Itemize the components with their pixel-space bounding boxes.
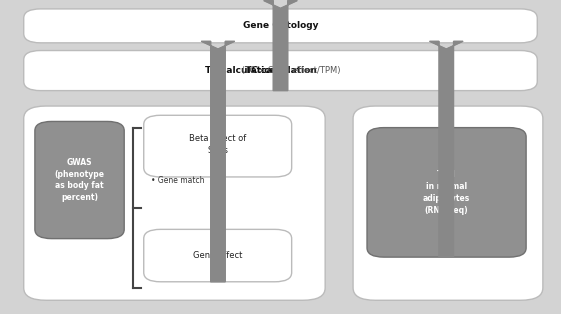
Text: Beta effect of
SNPs: Beta effect of SNPs (190, 134, 247, 155)
Polygon shape (264, 1, 297, 91)
Text: Gene Ontology: Gene Ontology (243, 21, 318, 30)
Text: • Gene match: • Gene match (151, 176, 205, 186)
FancyBboxPatch shape (24, 9, 537, 43)
Text: TPM
in normal
adipocytes
(RNA-seq): TPM in normal adipocytes (RNA-seq) (422, 170, 470, 214)
Text: Gene effect: Gene effect (194, 251, 243, 260)
Text: (TC = Gene effect/TPM): (TC = Gene effect/TPM) (205, 66, 341, 75)
FancyBboxPatch shape (353, 106, 543, 300)
Polygon shape (430, 41, 463, 257)
FancyBboxPatch shape (24, 51, 537, 91)
FancyBboxPatch shape (24, 106, 325, 300)
Polygon shape (201, 41, 234, 282)
FancyBboxPatch shape (144, 229, 292, 282)
Text: TC calculation: TC calculation (205, 66, 277, 75)
FancyBboxPatch shape (367, 127, 526, 257)
FancyBboxPatch shape (144, 115, 292, 177)
FancyBboxPatch shape (35, 122, 124, 239)
Text: GWAS
(phenotype
as body fat
percent): GWAS (phenotype as body fat percent) (54, 158, 104, 202)
Text: TC calculation: TC calculation (245, 66, 316, 75)
